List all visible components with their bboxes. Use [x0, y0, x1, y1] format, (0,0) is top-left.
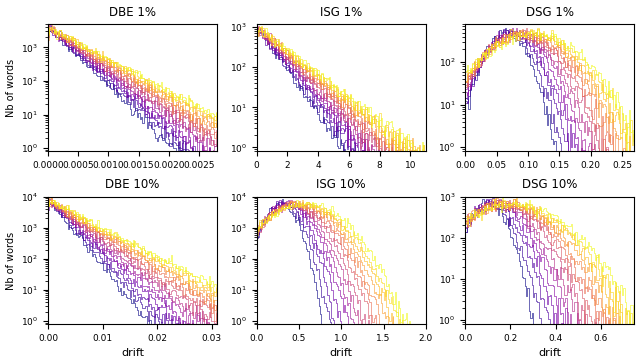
Title: DBE 1%: DBE 1% [109, 5, 156, 19]
Title: ISG 10%: ISG 10% [316, 178, 366, 191]
Title: DSG 1%: DSG 1% [526, 5, 574, 19]
X-axis label: drift: drift [121, 348, 144, 359]
Title: DSG 10%: DSG 10% [522, 178, 577, 191]
Title: ISG 1%: ISG 1% [320, 5, 362, 19]
Title: DBE 10%: DBE 10% [106, 178, 160, 191]
X-axis label: drift: drift [330, 348, 353, 359]
Y-axis label: Nb of words: Nb of words [6, 232, 15, 289]
X-axis label: drift: drift [538, 348, 561, 359]
Y-axis label: Nb of words: Nb of words [6, 59, 15, 117]
